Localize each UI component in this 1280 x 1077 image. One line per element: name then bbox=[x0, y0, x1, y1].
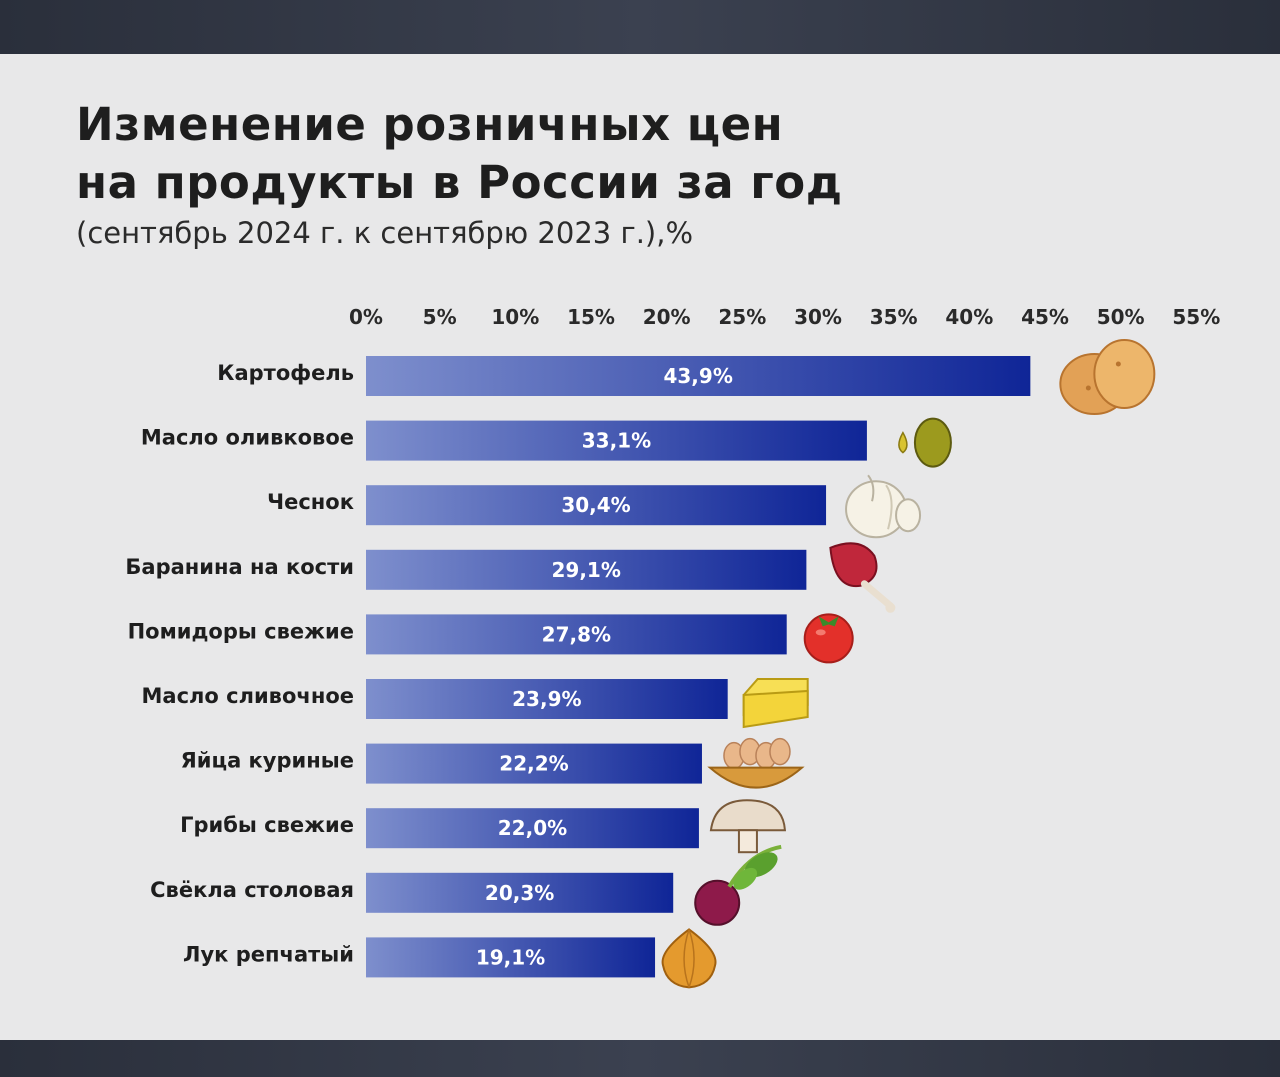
onion-icon bbox=[661, 928, 717, 989]
data-label: 29,1% bbox=[551, 558, 620, 582]
bar bbox=[366, 485, 827, 526]
x-tick-label: 25% bbox=[718, 305, 766, 329]
data-label: 19,1% bbox=[476, 945, 545, 969]
x-tick-label: 55% bbox=[1172, 305, 1220, 329]
x-tick-label: 45% bbox=[1021, 305, 1069, 329]
x-tick-label: 30% bbox=[794, 305, 842, 329]
x-tick-label: 20% bbox=[643, 305, 691, 329]
bar bbox=[366, 808, 699, 849]
x-tick-label: 15% bbox=[567, 305, 615, 329]
chart-subtitle: (сентябрь 2024 г. к сентябрю 2023 г.),% bbox=[76, 216, 694, 250]
data-label: 43,9% bbox=[663, 364, 732, 388]
lamb-icon bbox=[829, 542, 896, 613]
bar bbox=[366, 549, 807, 590]
category-label: Баранина на кости bbox=[125, 555, 354, 579]
bar bbox=[366, 614, 787, 655]
chart-title: Изменение розничных цен на продукты в Ро… bbox=[76, 96, 843, 212]
tomato-icon bbox=[803, 613, 854, 664]
category-label: Масло оливковое bbox=[141, 426, 354, 450]
data-label: 27,8% bbox=[542, 622, 611, 646]
data-label: 20,3% bbox=[485, 881, 554, 905]
data-label: 23,9% bbox=[512, 687, 581, 711]
data-label: 30,4% bbox=[561, 493, 630, 517]
bar bbox=[366, 743, 702, 784]
category-label: Чеснок bbox=[267, 490, 354, 514]
x-tick-label: 35% bbox=[870, 305, 918, 329]
bottom-frame-band bbox=[0, 1040, 1280, 1077]
category-label: Лук репчатый bbox=[183, 942, 354, 966]
data-label: 33,1% bbox=[582, 429, 651, 453]
x-tick-label: 40% bbox=[945, 305, 993, 329]
potato-icon bbox=[1059, 339, 1156, 415]
category-label: Свёкла столовая bbox=[150, 878, 354, 902]
x-tick-label: 0% bbox=[349, 305, 383, 329]
mushroom-icon bbox=[709, 799, 787, 854]
category-label: Помидоры свежие bbox=[128, 619, 354, 643]
category-label: Яйца куриные bbox=[181, 749, 354, 773]
chart-title-line-1: Изменение розничных цен bbox=[76, 98, 784, 151]
bar bbox=[366, 679, 728, 719]
bar bbox=[366, 937, 656, 978]
garlic-icon bbox=[845, 474, 922, 539]
top-frame-band bbox=[0, 0, 1280, 54]
eggs-icon bbox=[707, 737, 805, 789]
butter-icon bbox=[742, 678, 809, 729]
category-label: Картофель bbox=[217, 361, 354, 385]
product-icons bbox=[661, 339, 1156, 989]
data-label: 22,0% bbox=[498, 816, 567, 840]
olive-icon bbox=[898, 417, 952, 468]
x-tick-label: 5% bbox=[423, 305, 457, 329]
category-label: Грибы свежие bbox=[180, 813, 354, 837]
x-axis-ticks: 0% 5% 10% 15% 20% 25% 30% 35% 40% 45% 50% 55% bbox=[349, 305, 1220, 329]
chart-title-line-2: на продукты в России за год bbox=[76, 156, 843, 209]
data-label: 22,2% bbox=[499, 752, 568, 776]
category-label: Масло сливочное bbox=[142, 684, 355, 708]
x-tick-label: 10% bbox=[491, 305, 539, 329]
bar bbox=[366, 420, 867, 461]
x-tick-label: 50% bbox=[1097, 305, 1145, 329]
bar bbox=[366, 356, 1031, 396]
bar bbox=[366, 872, 674, 913]
beet-icon bbox=[694, 844, 782, 926]
bars: Картофель 43,9% Масло оливковое 33,1% Чеснок… bbox=[125, 356, 1031, 978]
